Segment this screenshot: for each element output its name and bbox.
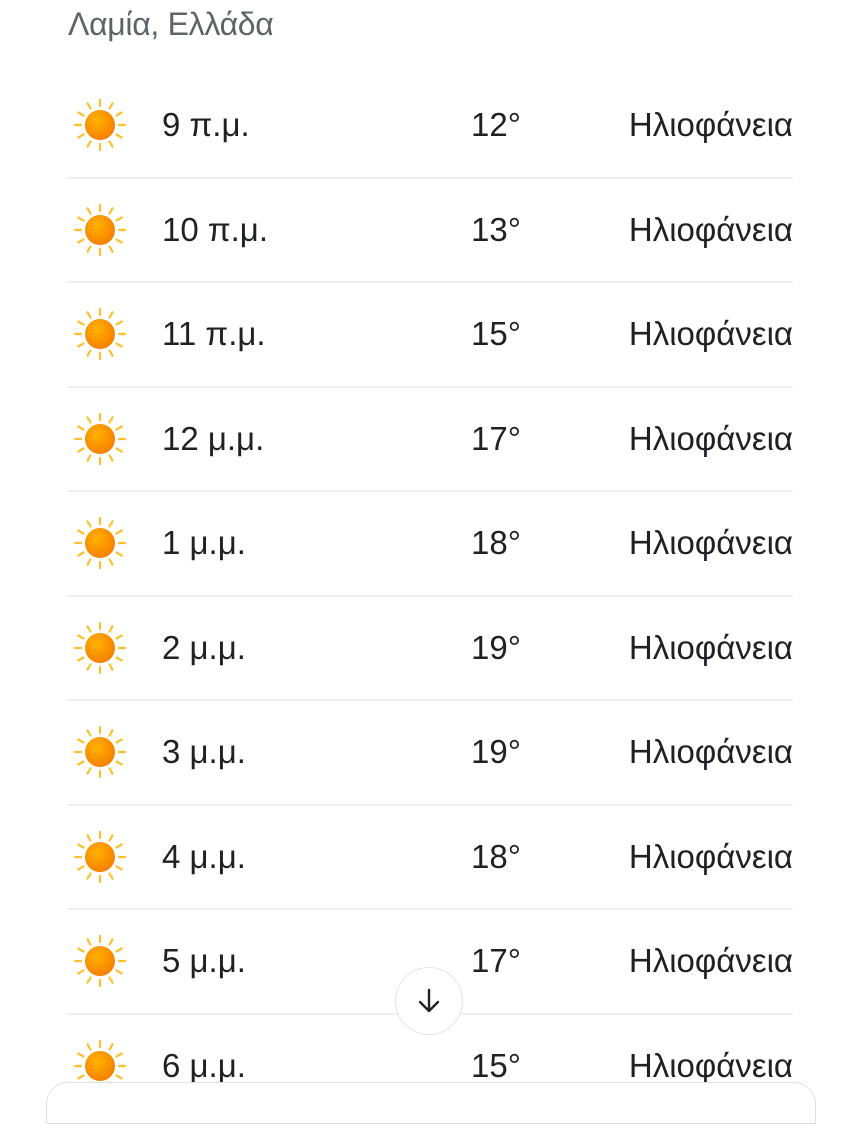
hour-row: 11 π.μ. 15° Ηλιοφάνεια [67,283,793,388]
sun-icon [73,412,127,465]
hour-condition: Ηλιοφάνεια [628,419,793,457]
hourly-forecast-list: 9 π.μ. 12° Ηλιοφάνεια 10 π.μ. 13° Ηλιοφά… [67,74,793,1119]
sun-icon [73,517,127,570]
hour-temperature: 15° [471,315,521,353]
location-title: Λαμία, Ελλάδα [68,6,274,42]
hour-time: 3 μ.μ. [162,733,246,771]
hour-condition: Ηλιοφάνεια [628,1046,793,1084]
bottom-sheet [46,1082,816,1124]
hour-temperature: 12° [471,106,521,144]
arrow-down-icon [418,988,440,1013]
hour-row: 6 μ.μ. 15° Ηλιοφάνεια [67,1015,793,1119]
hour-time: 2 μ.μ. [162,628,246,666]
sun-icon [73,830,127,883]
hour-time: 1 μ.μ. [162,524,246,562]
hour-row: 10 π.μ. 13° Ηλιοφάνεια [67,179,793,283]
sun-icon [73,726,127,779]
hour-temperature: 19° [471,733,521,771]
sun-icon [73,621,127,674]
hour-time: 6 μ.μ. [162,1046,246,1084]
hour-temperature: 13° [471,210,521,248]
sun-icon [73,99,127,152]
scroll-down-button[interactable] [395,967,463,1035]
sun-icon [73,935,127,988]
hour-row: 9 π.μ. 12° Ηλιοφάνεια [67,74,793,179]
hour-condition: Ηλιοφάνεια [628,106,793,144]
sun-icon [73,203,127,256]
hour-time: 12 μ.μ. [162,419,265,457]
hour-time: 4 μ.μ. [162,837,246,875]
hour-row: 2 μ.μ. 19° Ηλιοφάνεια [67,597,793,701]
hour-row: 1 μ.μ. 18° Ηλιοφάνεια [67,492,793,597]
hour-row: 4 μ.μ. 18° Ηλιοφάνεια [67,806,793,910]
hour-temperature: 18° [471,524,521,562]
sun-icon [73,308,127,361]
hour-time: 5 μ.μ. [162,942,246,980]
hour-row: 12 μ.μ. 17° Ηλιοφάνεια [67,388,793,492]
hour-condition: Ηλιοφάνεια [628,733,793,771]
hour-condition: Ηλιοφάνεια [628,210,793,248]
hour-condition: Ηλιοφάνεια [628,837,793,875]
hour-time: 9 π.μ. [162,106,250,144]
hour-temperature: 18° [471,837,521,875]
hour-condition: Ηλιοφάνεια [628,942,793,980]
hour-condition: Ηλιοφάνεια [628,315,793,353]
hour-time: 10 π.μ. [162,210,268,248]
hour-condition: Ηλιοφάνεια [628,628,793,666]
hour-temperature: 17° [471,419,521,457]
hour-row: 3 μ.μ. 19° Ηλιοφάνεια [67,701,793,806]
hour-time: 11 π.μ. [162,315,266,353]
sun-icon [752,0,782,8]
hour-temperature: 19° [471,628,521,666]
hour-condition: Ηλιοφάνεια [628,524,793,562]
hour-temperature: 17° [471,942,521,980]
hour-temperature: 15° [471,1046,521,1084]
